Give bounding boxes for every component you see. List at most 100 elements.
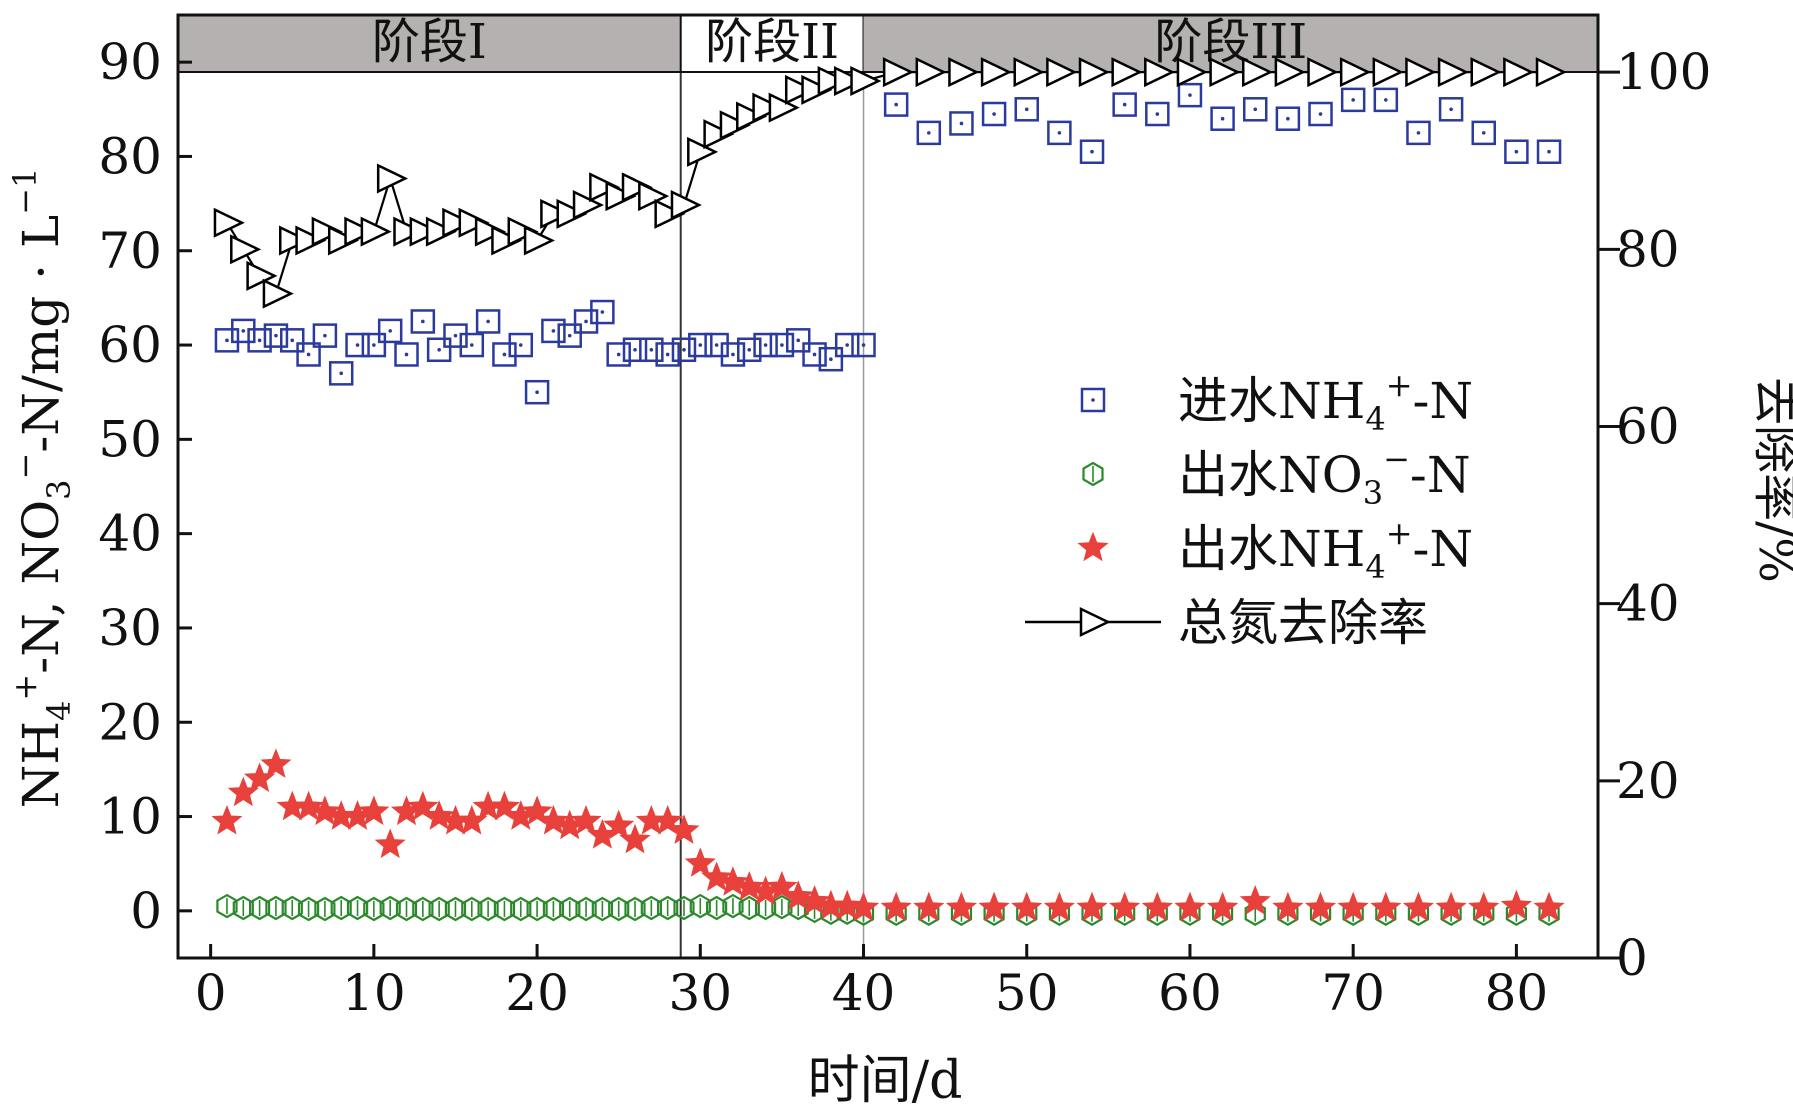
data-point xyxy=(211,804,243,835)
y-right-tick-label: 40 xyxy=(1616,575,1680,633)
data-point xyxy=(488,790,521,821)
data-point xyxy=(850,66,882,96)
data-point xyxy=(1239,885,1271,915)
data-point xyxy=(831,889,863,920)
data-point xyxy=(328,361,354,386)
data-point xyxy=(423,800,455,830)
data-point xyxy=(458,207,490,238)
data-point xyxy=(1533,891,1565,922)
x-tick-label: 0 xyxy=(195,964,227,1022)
data-point xyxy=(1468,891,1500,922)
x-tick-label: 10 xyxy=(342,964,406,1022)
data-point xyxy=(493,896,516,922)
data-point xyxy=(327,225,360,256)
data-point xyxy=(1370,891,1402,922)
data-point xyxy=(492,342,517,367)
data-point xyxy=(980,57,1012,88)
data-point xyxy=(1337,891,1369,922)
data-point xyxy=(263,323,289,348)
data-point xyxy=(1275,106,1301,131)
data-point xyxy=(246,260,278,291)
data-point xyxy=(916,120,942,146)
data-point xyxy=(720,342,746,367)
data-point xyxy=(785,328,811,353)
data-point xyxy=(231,318,256,344)
data-point xyxy=(232,895,254,921)
data-point xyxy=(526,896,548,922)
data-point xyxy=(606,342,631,367)
data-point xyxy=(1304,891,1337,922)
stage-label-2: 阶段II xyxy=(705,14,839,70)
data-point xyxy=(688,332,713,358)
data-point xyxy=(1076,891,1108,922)
x-tick-label: 20 xyxy=(505,964,569,1022)
data-point xyxy=(296,342,321,367)
y-right-tick-label: 80 xyxy=(1616,220,1680,278)
data-point xyxy=(1111,57,1143,88)
data-point xyxy=(410,309,436,334)
data-point xyxy=(1402,891,1435,922)
y-left-tick-label: 90 xyxy=(98,33,162,91)
data-point xyxy=(521,795,553,826)
data-point xyxy=(655,342,680,367)
x-tick-label: 50 xyxy=(995,964,1059,1022)
data-point xyxy=(622,337,648,363)
data-point xyxy=(1503,57,1535,88)
data-point xyxy=(1373,87,1399,113)
data-point xyxy=(1013,57,1045,88)
y-left-tick-label: 80 xyxy=(98,127,162,185)
data-point xyxy=(442,207,474,238)
plot-frame xyxy=(176,13,1600,960)
data-point xyxy=(297,896,320,922)
data-point xyxy=(1011,891,1043,922)
data-point xyxy=(817,66,849,96)
data-point xyxy=(948,57,980,88)
data-point xyxy=(591,896,614,922)
data-point xyxy=(524,379,550,405)
data-point xyxy=(590,299,615,325)
data-point xyxy=(621,172,653,203)
data-point xyxy=(1272,891,1304,922)
data-point xyxy=(833,66,866,96)
stage-band-1 xyxy=(178,15,681,72)
data-point xyxy=(247,328,272,353)
data-point xyxy=(684,847,716,877)
y-left-tick-label: 20 xyxy=(98,693,162,751)
data-point xyxy=(1274,57,1306,88)
y-left-tick-label: 10 xyxy=(98,788,162,846)
data-point xyxy=(673,895,695,921)
y-left-tick-label: 70 xyxy=(98,222,162,280)
data-point xyxy=(361,332,387,358)
data-point xyxy=(1112,92,1137,117)
data-point xyxy=(1174,891,1206,922)
data-point xyxy=(1435,891,1467,922)
y-left-tick-label: 30 xyxy=(98,599,162,657)
data-point xyxy=(768,92,800,123)
data-point xyxy=(1206,891,1239,922)
data-point xyxy=(882,57,915,88)
x-axis-label: 时间/d xyxy=(808,1051,963,1109)
data-point xyxy=(624,896,646,922)
y-right-tick-label: 60 xyxy=(1616,397,1680,455)
y-left-tick-label: 0 xyxy=(130,882,162,940)
data-point xyxy=(280,328,305,353)
legend-label-3: 出水NH4+-N xyxy=(1178,514,1473,586)
data-point xyxy=(589,172,621,203)
data-point xyxy=(913,891,945,922)
data-point xyxy=(394,342,419,367)
data-point xyxy=(798,885,831,915)
data-point xyxy=(1241,57,1274,88)
legend-marker-3 xyxy=(1077,531,1109,562)
data-point xyxy=(292,790,325,821)
y-left-tick-label: 50 xyxy=(98,410,162,468)
data-point xyxy=(652,804,684,835)
data-point xyxy=(1109,891,1141,922)
series-line xyxy=(226,71,1549,296)
data-point xyxy=(214,328,240,353)
data-point xyxy=(444,896,467,922)
data-point xyxy=(801,74,833,105)
data-point xyxy=(314,896,336,922)
data-point xyxy=(769,332,795,358)
